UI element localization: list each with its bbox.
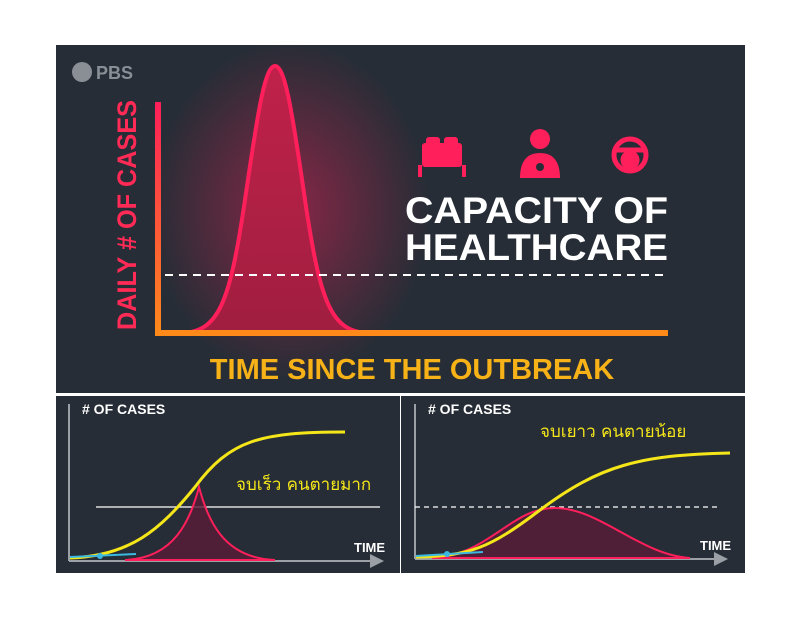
left-x-label: TIME xyxy=(354,540,385,555)
left-cumulative-curve xyxy=(69,430,346,560)
bed-icon xyxy=(418,137,466,177)
right-start-point xyxy=(444,551,450,557)
left-start-point xyxy=(97,553,103,559)
right-flattened-curve xyxy=(431,506,691,559)
doctor-icon xyxy=(520,129,560,178)
left-trend-line xyxy=(69,553,137,558)
left-spike-curve xyxy=(124,483,276,561)
right-y-label: # OF CASES xyxy=(428,401,511,417)
y-axis xyxy=(155,102,161,336)
capacity-line-1: CAPACITY OF xyxy=(405,190,668,231)
pbs-logo-text: PBS xyxy=(96,63,133,83)
left-y-label: # OF CASES xyxy=(82,401,165,417)
right-x-arrow-icon xyxy=(714,552,728,566)
pbs-logo: PBS xyxy=(72,62,133,83)
y-axis-label: DAILY # OF CASES xyxy=(112,100,142,330)
x-axis-label: TIME SINCE THE OUTBREAK xyxy=(210,354,614,386)
right-x-label: TIME xyxy=(700,538,731,553)
left-annotation: จบเร็ว คนตายมาก xyxy=(236,473,371,495)
x-axis xyxy=(155,330,668,336)
right-annotation: จบเยาว คนตายน้อย xyxy=(540,422,686,442)
capacity-line-2: HEALTHCARE xyxy=(405,227,668,268)
left-x-arrow-icon xyxy=(370,554,384,568)
bell-curve xyxy=(179,63,371,335)
ventilator-mask-icon xyxy=(611,136,649,174)
